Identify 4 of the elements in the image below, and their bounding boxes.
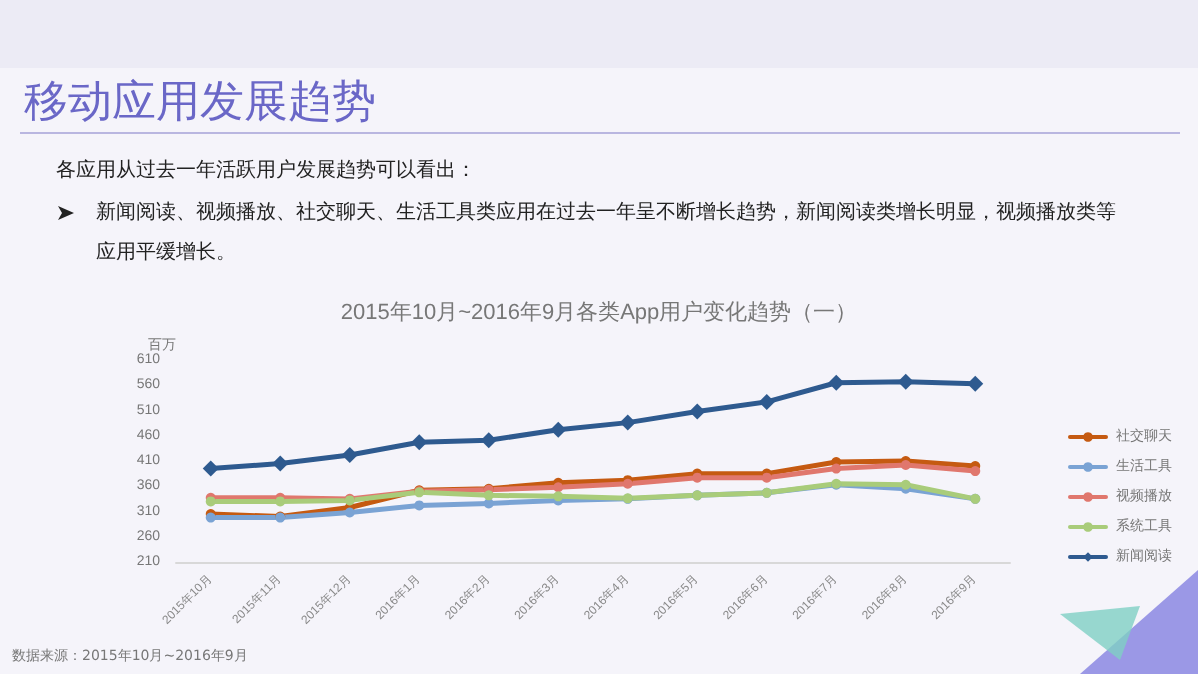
chart-subtitle: 2015年10月~2016年9月各类App用户变化趋势（一） <box>340 299 858 325</box>
chart-title: 移动应用发展趋势 <box>24 76 376 132</box>
text: 各应用从过去一年活跃用户发展趋势可以看出： <box>56 157 476 184</box>
text: 新闻阅读、视频播放、社交聊天、生活工具类应用在过去一年呈不断增长趋势，新闻阅读类增长明显，视频播放类等应用平缓增长。 <box>96 199 1118 268</box>
